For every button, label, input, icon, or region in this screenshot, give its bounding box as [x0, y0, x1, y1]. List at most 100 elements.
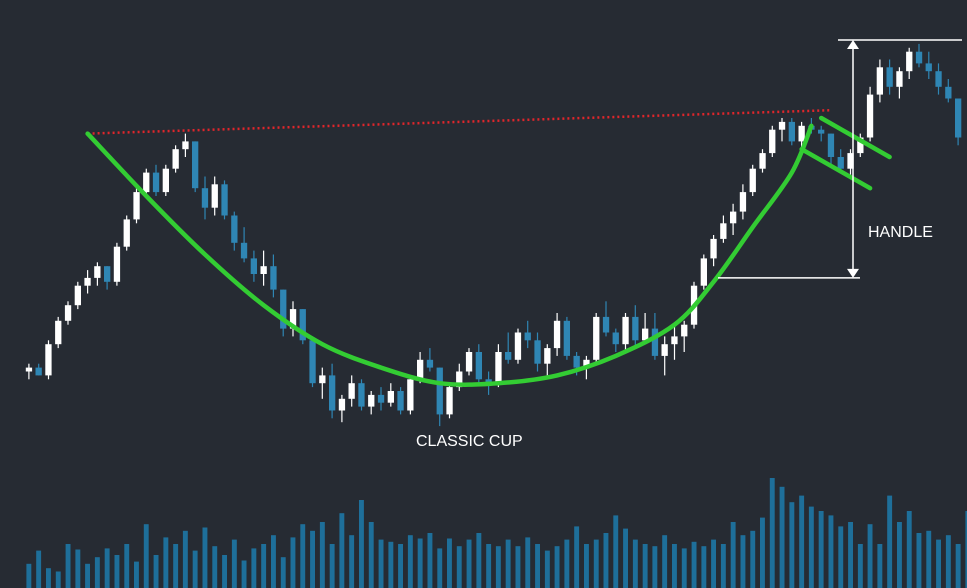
measure-arrow-up	[847, 40, 859, 49]
volume-bar	[779, 486, 785, 588]
candle-body	[553, 320, 561, 349]
volume-bar	[593, 539, 599, 588]
volume-bar	[398, 544, 403, 588]
volume-bar	[427, 533, 433, 588]
candle-body	[377, 394, 385, 403]
candle-body	[260, 266, 267, 274]
candle-body	[64, 305, 72, 321]
volume-bars	[26, 478, 967, 588]
volume-bar	[652, 546, 658, 588]
volume-bar	[339, 513, 345, 588]
volume-bar	[261, 544, 267, 588]
candle-body	[152, 172, 160, 193]
volume-bar	[143, 524, 149, 588]
volume-bar	[153, 555, 159, 588]
candle-body	[240, 242, 248, 259]
volume-bar	[603, 533, 609, 588]
candle-body	[778, 121, 786, 130]
candle-body	[866, 94, 874, 138]
volume-bar	[945, 535, 951, 588]
candle-body	[955, 98, 962, 138]
volume-bar	[955, 544, 961, 588]
volume-bar	[613, 515, 619, 588]
handle-channel-lower	[799, 146, 873, 191]
volume-bar	[271, 535, 276, 588]
candle-body	[270, 266, 277, 290]
candle-body	[788, 121, 795, 142]
candle-body	[739, 192, 747, 212]
candle-body	[583, 359, 590, 368]
volume-bar	[642, 544, 648, 588]
candle-body	[935, 71, 942, 87]
volume-bar	[828, 515, 834, 588]
volume-bar	[505, 539, 511, 588]
volume-bar	[26, 563, 32, 588]
candle-body	[906, 51, 913, 72]
volume-bar	[848, 522, 853, 588]
cup-label: CLASSIC CUP	[416, 433, 523, 450]
volume-bar	[789, 502, 795, 588]
candle-body	[280, 289, 287, 329]
cup-curve	[85, 123, 814, 387]
candle-body	[622, 316, 629, 345]
candle-body	[397, 391, 404, 411]
candlesticks	[25, 43, 962, 427]
volume-bar	[114, 555, 120, 588]
volume-bar	[838, 526, 844, 588]
candle-body	[387, 391, 394, 403]
volume-bar	[75, 549, 81, 588]
volume-bar	[192, 550, 198, 588]
volume-bar	[349, 535, 355, 588]
candle-body	[231, 215, 238, 243]
volume-bar	[867, 524, 873, 588]
volume-bar	[818, 511, 824, 588]
candle-body	[211, 184, 218, 208]
volume-bar	[554, 546, 560, 588]
candle-body	[309, 340, 316, 384]
volume-bar	[711, 539, 716, 588]
candle-body	[612, 332, 619, 345]
candle-body	[113, 246, 121, 282]
volume-bar	[456, 546, 462, 588]
candle-body	[720, 223, 727, 239]
volume-bar	[55, 571, 61, 588]
volume-bar	[623, 528, 628, 588]
volume-bar	[173, 544, 179, 588]
candle-body	[573, 355, 580, 368]
candle-body	[759, 153, 766, 169]
volume-bar	[965, 511, 967, 588]
volume-bar	[368, 522, 374, 588]
candle-body	[358, 383, 365, 407]
volume-bar	[104, 548, 110, 588]
candle-body	[25, 367, 33, 372]
volume-bar	[310, 530, 315, 588]
candle-body	[602, 316, 610, 333]
candle-body	[632, 316, 639, 341]
candle-body	[485, 379, 492, 384]
candle-body	[84, 277, 91, 286]
volume-bar	[808, 506, 814, 588]
volume-bar	[769, 478, 775, 588]
volume-bar	[359, 500, 364, 588]
volume-bar	[740, 535, 746, 588]
volume-bar	[897, 522, 902, 588]
candle-body	[123, 219, 130, 247]
candle-body	[201, 188, 209, 208]
volume-bar	[916, 533, 922, 588]
candle-body	[133, 192, 140, 220]
volume-bar	[65, 544, 71, 588]
volume-bar	[280, 557, 286, 588]
candle-body	[192, 141, 199, 189]
volume-bar	[584, 544, 589, 588]
volume-bar	[85, 563, 90, 588]
candle-body	[162, 168, 169, 193]
candle-body	[827, 133, 835, 157]
pattern-overlays	[85, 39, 962, 387]
candle-body	[319, 375, 326, 384]
candle-body	[250, 258, 257, 274]
candle-body	[661, 344, 668, 356]
candle-body	[730, 211, 737, 224]
candle-body	[35, 367, 42, 376]
volume-bar	[46, 568, 51, 588]
candle-body	[329, 375, 336, 411]
